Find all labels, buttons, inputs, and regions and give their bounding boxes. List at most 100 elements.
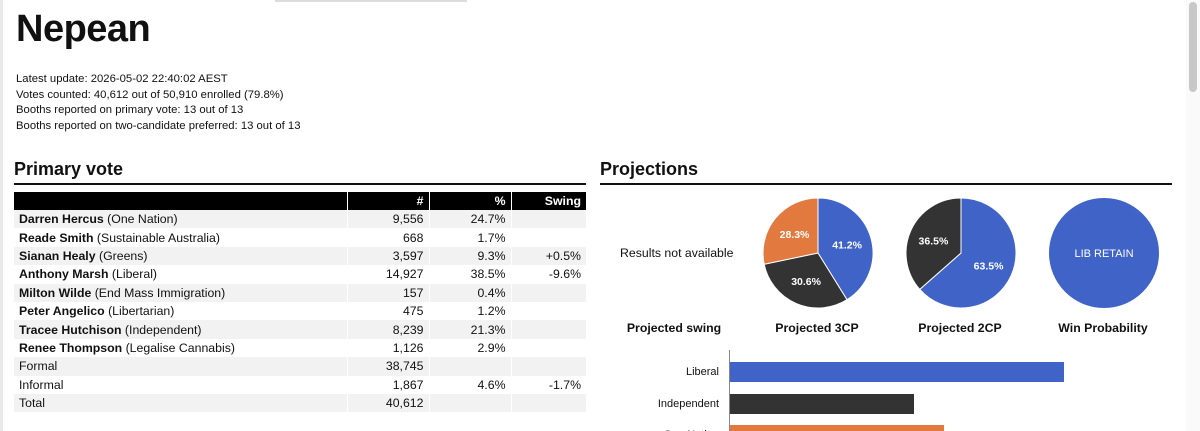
percent-cell: 1.7% bbox=[429, 228, 512, 247]
swing-cell: -9.6% bbox=[548, 267, 581, 282]
candidate-name: Renee Thompson bbox=[19, 340, 123, 355]
primary-vote-table: # % Swing Darren Hercus (One Nation) 9,55… bbox=[14, 192, 586, 413]
bar-category-label: Liberal bbox=[685, 366, 719, 378]
swing-cell: -1.7% bbox=[548, 377, 581, 392]
pie-slice bbox=[919, 197, 1017, 309]
pie-slice-label: 63.5% bbox=[974, 260, 1004, 272]
pie-slice bbox=[762, 197, 819, 265]
votes-cell: 668 bbox=[347, 228, 430, 247]
candidate-party: (Libertarian) bbox=[104, 304, 175, 319]
votes-cell: 38,745 bbox=[347, 357, 430, 376]
swing-cell bbox=[511, 302, 586, 320]
votes-cell: 9,556 bbox=[347, 210, 430, 229]
candidate-cell: Milton Wilde (End Mass Immigration) bbox=[14, 283, 348, 302]
table-header-row: # % Swing bbox=[14, 192, 586, 210]
swing-not-available-text: Results not available bbox=[620, 246, 734, 260]
projected-swing-bar-chart: Liberal Independent One Nation bbox=[603, 350, 1083, 431]
booths-primary-text: Booths reported on primary vote: 13 out … bbox=[16, 104, 244, 117]
scrollbar-thumb[interactable] bbox=[1189, 2, 1197, 92]
swing-cell bbox=[511, 228, 586, 246]
candidate-party: (One Nation) bbox=[103, 212, 178, 227]
win-probability-pie: LIB RETAIN bbox=[1049, 198, 1159, 308]
win-probability-label: Win Probability bbox=[1058, 321, 1148, 335]
votes-cell: 475 bbox=[347, 301, 430, 321]
pie-slice-label: 41.2% bbox=[832, 240, 862, 252]
bar-chart-axis bbox=[729, 350, 730, 431]
update-info: Latest update: 2026-05-02 22:40:02 AEST … bbox=[16, 72, 301, 134]
votes-cell: 3,597 bbox=[347, 246, 430, 266]
latest-update-text: Latest update: 2026-05-02 22:40:02 AEST bbox=[16, 73, 228, 85]
candidate-cell: Darren Hercus (One Nation) bbox=[14, 210, 348, 229]
table-row: Renee Thompson (Legalise Cannabis) 1,126 2… bbox=[14, 338, 586, 358]
percent-cell: 2.9% bbox=[429, 338, 512, 358]
percent-cell: 24.7% bbox=[429, 210, 512, 229]
pie-slice bbox=[905, 197, 962, 291]
candidate-party: Informal bbox=[19, 377, 64, 392]
candidate-cell: Reade Smith (Sustainable Australia) bbox=[14, 228, 348, 247]
candidate-name: Milton Wilde bbox=[19, 285, 92, 300]
percent-cell: 9.3% bbox=[429, 246, 512, 266]
votes-cell: 1,126 bbox=[347, 338, 430, 358]
votes-cell: 14,927 bbox=[347, 265, 430, 284]
table-row: Tracee Hutchison (Independent) 8,239 21.3% bbox=[14, 320, 586, 339]
table-row: Anthony Marsh (Liberal) 14,927 38.5% -9.6% bbox=[14, 265, 586, 284]
candidate-cell: Renee Thompson (Legalise Cannabis) bbox=[14, 338, 348, 358]
swing-cell bbox=[511, 357, 586, 376]
candidate-party: (Greens) bbox=[95, 248, 148, 263]
pie-slice-label: 36.5% bbox=[919, 236, 949, 248]
candidate-party: (Legalise Cannabis) bbox=[122, 340, 235, 355]
percent-cell: 4.6% bbox=[429, 375, 512, 394]
candidate-party: (Independent) bbox=[121, 322, 202, 337]
projections-heading: Projections bbox=[600, 159, 699, 179]
swing-cell bbox=[511, 283, 586, 302]
candidate-cell: Informal bbox=[14, 375, 348, 394]
col-header-percent: % bbox=[429, 192, 512, 210]
page-title: Nepean bbox=[16, 8, 151, 50]
bar-category-label: One Nation bbox=[663, 429, 719, 431]
table-row: Formal 38,745 bbox=[14, 357, 586, 376]
table-row: Peter Angelico (Libertarian) 475 1.2% bbox=[14, 301, 586, 321]
swing-cell bbox=[511, 339, 586, 357]
candidate-cell: Total bbox=[14, 393, 348, 413]
candidate-name: Anthony Marsh bbox=[19, 267, 109, 282]
col-header-swing: Swing bbox=[511, 192, 586, 210]
candidate-cell: Formal bbox=[14, 357, 348, 376]
bar-category-label: Independent bbox=[657, 398, 719, 410]
candidate-cell: Anthony Marsh (Liberal) bbox=[14, 265, 348, 284]
percent-cell bbox=[429, 393, 512, 413]
votes-cell: 40,612 bbox=[347, 393, 430, 413]
votes-cell: 1,867 bbox=[347, 375, 430, 394]
pie-slice bbox=[763, 252, 848, 309]
percent-cell: 21.3% bbox=[429, 320, 512, 339]
projections-rule bbox=[600, 183, 1172, 185]
vertical-scrollbar[interactable] bbox=[1186, 0, 1200, 431]
pie-slice bbox=[1049, 198, 1159, 308]
candidate-name: Reade Smith bbox=[19, 230, 94, 245]
candidate-name: Tracee Hutchison bbox=[19, 322, 122, 337]
swing-cell bbox=[511, 393, 586, 413]
table-row: Total 40,612 bbox=[14, 393, 586, 413]
candidate-party: (Sustainable Australia) bbox=[93, 230, 220, 245]
projected-2cp-pie: 63.5% 36.5% bbox=[905, 197, 1017, 309]
primary-vote-rule bbox=[14, 183, 586, 185]
bar-liberal bbox=[730, 362, 1064, 382]
candidate-name: Darren Hercus bbox=[19, 212, 104, 227]
pie-slice-label: 30.6% bbox=[791, 276, 821, 288]
table-row: Informal 1,867 4.6% -1.7% bbox=[14, 375, 586, 394]
col-header-votes: # bbox=[347, 192, 430, 210]
percent-cell: 38.5% bbox=[429, 265, 512, 284]
votes-cell: 157 bbox=[347, 283, 430, 302]
candidate-name: Peter Angelico bbox=[19, 304, 105, 319]
swing-cell: +0.5% bbox=[511, 246, 586, 266]
pie-slice-label: 28.3% bbox=[780, 229, 810, 241]
projected-swing-label: Projected swing bbox=[626, 321, 722, 335]
table-row: Darren Hercus (One Nation) 9,556 24.7% bbox=[14, 210, 586, 229]
top-edge-bar bbox=[275, 0, 467, 2]
swing-cell bbox=[511, 320, 586, 339]
col-header-candidate bbox=[14, 192, 348, 210]
candidate-party: (End Mass Immigration) bbox=[91, 285, 226, 300]
primary-vote-heading: Primary vote bbox=[14, 159, 124, 179]
candidate-cell: Peter Angelico (Libertarian) bbox=[14, 301, 348, 321]
table-row: Milton Wilde (End Mass Immigration) 157 0.… bbox=[14, 283, 586, 302]
candidate-name: Sianan Healy bbox=[19, 248, 96, 263]
